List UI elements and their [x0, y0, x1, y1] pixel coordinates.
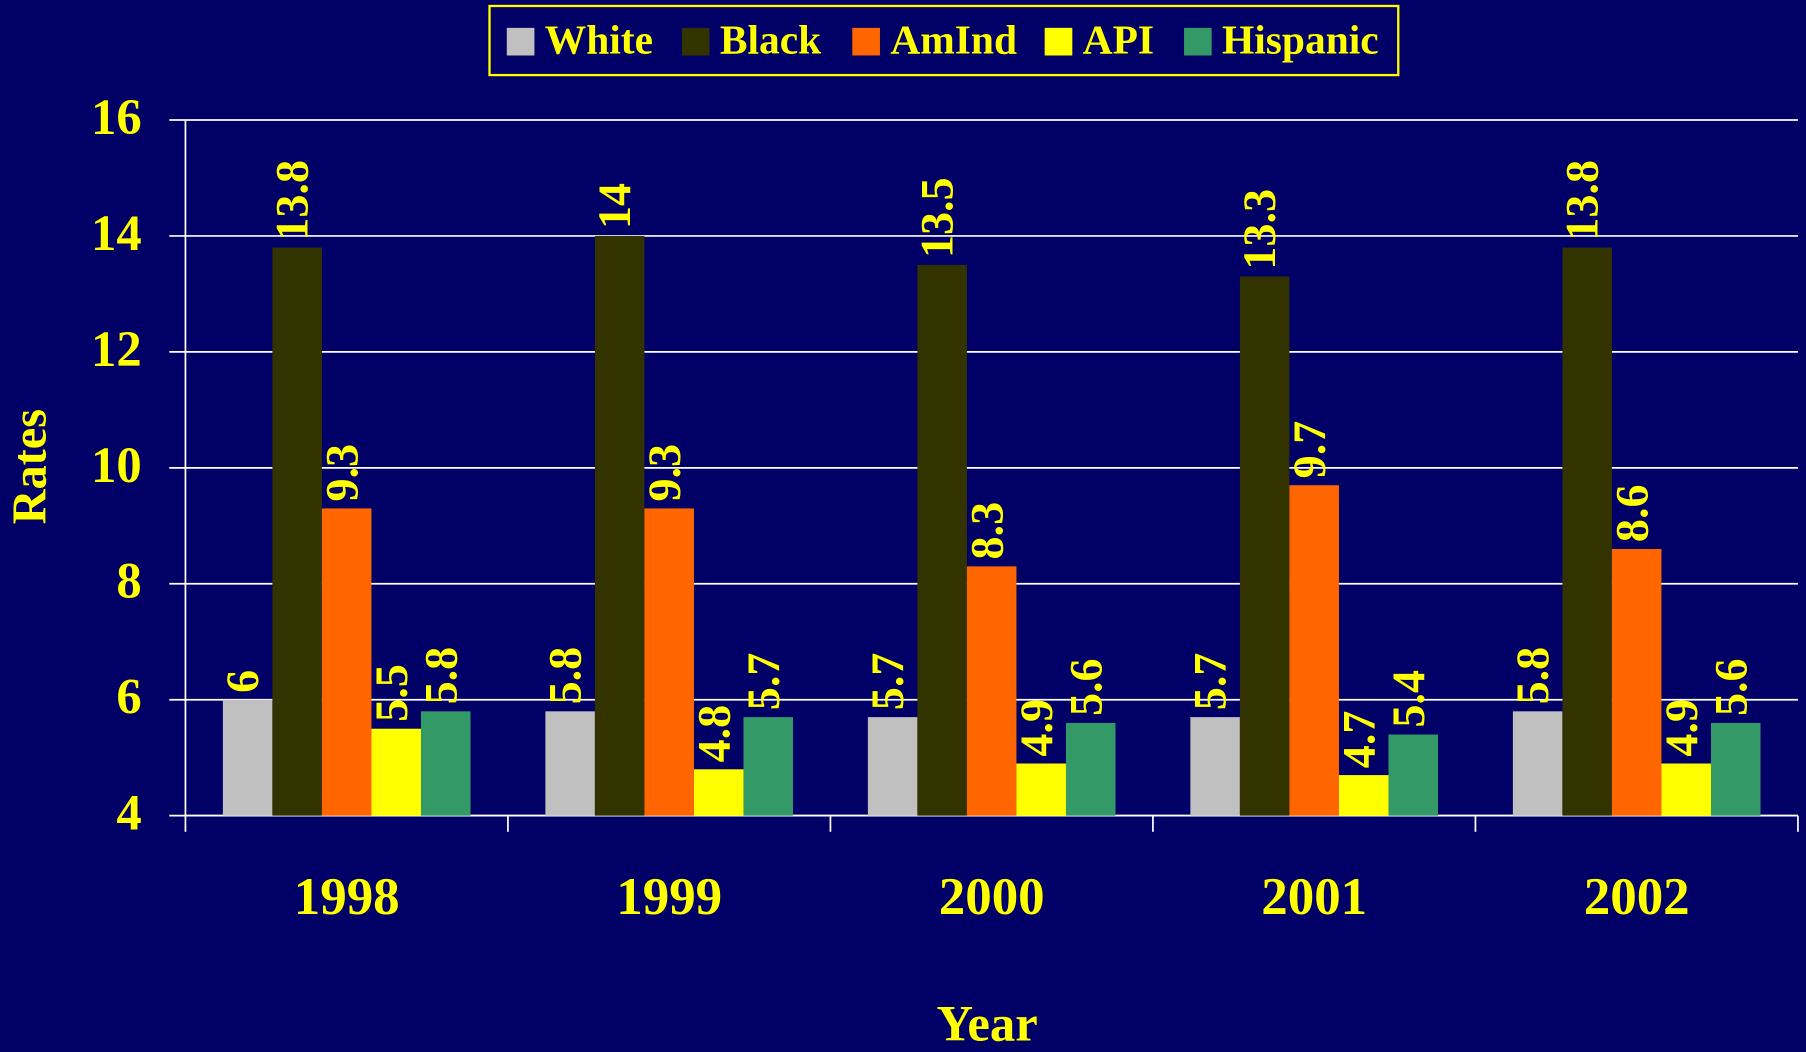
- x-tick-label: 1999: [616, 868, 722, 926]
- bar: [371, 728, 421, 816]
- bar: [966, 566, 1017, 816]
- data-label: 13.8: [1557, 160, 1608, 241]
- data-label: 4.9: [1656, 699, 1707, 757]
- data-label: 13.3: [1234, 189, 1285, 270]
- data-label: 9.3: [639, 444, 690, 502]
- data-label: 13.5: [912, 177, 963, 258]
- legend-swatch: [506, 27, 535, 56]
- y-tick-label: 10: [91, 437, 142, 493]
- x-tick-label: 2002: [1584, 868, 1690, 926]
- y-tick-label: 8: [116, 553, 141, 609]
- bar: [1289, 485, 1339, 816]
- x-axis-title: Year: [936, 995, 1037, 1051]
- bar: [693, 769, 744, 816]
- y-tick-label: 14: [91, 205, 142, 261]
- y-tick-label: 4: [116, 785, 141, 841]
- legend-swatch: [681, 27, 710, 56]
- data-label: 5.6: [1060, 658, 1111, 716]
- data-label: 14: [589, 183, 640, 229]
- bar: [1338, 775, 1389, 816]
- legend-label: Hispanic: [1222, 16, 1379, 62]
- bar: [1661, 763, 1711, 816]
- legend-label: API: [1083, 16, 1154, 62]
- bar: [1388, 734, 1439, 816]
- bar: [1190, 717, 1240, 816]
- data-label: 9.7: [1284, 421, 1335, 479]
- legend-box: [488, 4, 1400, 77]
- bar: [420, 711, 471, 816]
- x-tick-label: 1998: [294, 868, 400, 926]
- bar: [1611, 548, 1662, 816]
- bar: [1016, 763, 1066, 816]
- bar: [1562, 247, 1612, 816]
- data-label: 5.7: [1185, 653, 1236, 711]
- bar: [867, 717, 918, 816]
- data-label: 4.9: [1011, 699, 1062, 757]
- data-label: 5.4: [1383, 670, 1434, 728]
- legend-swatch: [1184, 27, 1212, 56]
- legend-label: White: [545, 16, 653, 62]
- y-tick-label: 6: [116, 669, 141, 725]
- data-label: 5.7: [862, 653, 913, 711]
- legend-swatch: [1044, 27, 1073, 56]
- bar: [1512, 711, 1563, 816]
- y-axis-title: Rates: [4, 409, 57, 525]
- bar: [272, 247, 322, 816]
- x-tick-label: 2000: [939, 868, 1045, 926]
- y-tick-label: 12: [91, 321, 142, 377]
- data-label: 5.8: [415, 647, 466, 705]
- x-tick-label: 2001: [1261, 868, 1367, 926]
- data-label: 5.5: [366, 664, 417, 722]
- data-label: 6: [217, 670, 268, 693]
- data-label: 5.8: [1507, 647, 1558, 705]
- bar: [1065, 722, 1116, 816]
- data-label: 9.3: [316, 444, 367, 502]
- bar: [1710, 722, 1761, 816]
- bar: [917, 264, 967, 816]
- bar: [545, 711, 595, 816]
- data-label: 8.3: [961, 502, 1012, 560]
- bar: [743, 717, 794, 816]
- legend-swatch: [852, 27, 880, 56]
- y-tick-label: 16: [91, 89, 142, 145]
- data-label: 8.6: [1606, 485, 1657, 543]
- legend-label: Black: [720, 16, 821, 62]
- data-label: 5.6: [1705, 658, 1756, 716]
- bar: [1239, 276, 1290, 816]
- bar: [594, 235, 645, 816]
- data-label: 5.7: [738, 653, 789, 711]
- bar: [321, 508, 372, 816]
- bar: [644, 508, 694, 816]
- legend-label: AmInd: [890, 16, 1017, 62]
- data-label: 5.8: [540, 647, 591, 705]
- data-label: 4.8: [688, 705, 739, 763]
- data-label: 4.7: [1333, 711, 1384, 769]
- bar: [222, 699, 273, 816]
- data-label: 13.8: [267, 160, 318, 241]
